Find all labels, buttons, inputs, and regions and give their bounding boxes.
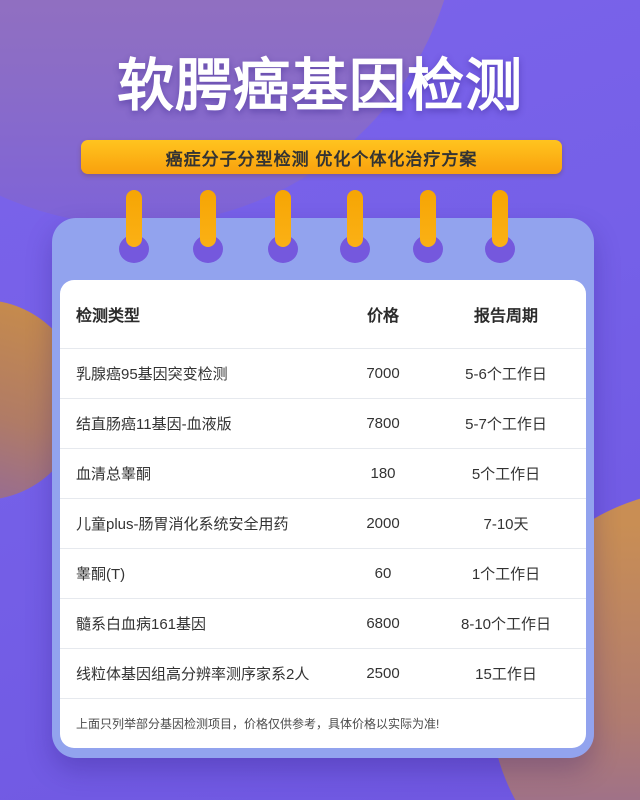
table-row: 睾酮(T) 60 1个工作日 — [60, 548, 586, 598]
binder-peg-icon — [193, 190, 223, 298]
binder-stick-icon — [200, 190, 216, 247]
column-header-price: 价格 — [366, 308, 399, 325]
cell-report-period: 7-10天 — [483, 516, 529, 533]
cell-price: 2500 — [366, 665, 400, 682]
table-footer-row: 上面只列举部分基因检测项目，价格仅供参考，具体价格以实际为准! — [60, 698, 586, 748]
binder-stick-icon — [275, 190, 291, 247]
binder-peg-icon — [268, 190, 298, 298]
table-row: 髓系白血病161基因 6800 8-10个工作日 — [60, 598, 586, 648]
binder-peg-icon — [413, 190, 443, 298]
cell-report-period: 5-7个工作日 — [465, 416, 547, 433]
cell-price: 60 — [374, 565, 392, 582]
table-row: 线粒体基因组高分辨率测序家系2人 2500 15工作日 — [60, 648, 586, 698]
cell-report-period: 5-6个工作日 — [465, 366, 547, 383]
cell-report-period: 15工作日 — [475, 666, 537, 683]
subtitle-text: 癌症分子分型检测 优化个体化治疗方案 — [165, 149, 478, 169]
cell-price: 7800 — [366, 415, 400, 432]
cell-report-period: 8-10个工作日 — [460, 616, 552, 633]
binder-stick-icon — [347, 190, 363, 247]
cell-report-period: 1个工作日 — [471, 566, 541, 583]
cell-price: 2000 — [366, 515, 400, 532]
table-row: 乳腺癌95基因突变检测 7000 5-6个工作日 — [60, 348, 586, 398]
table-row: 结直肠癌11基因-血液版 7800 5-7个工作日 — [60, 398, 586, 448]
table-row: 儿童plus-肠胃消化系统安全用药 2000 7-10天 — [60, 498, 586, 548]
table-body: 乳腺癌95基因突变检测 7000 5-6个工作日结直肠癌11基因-血液版 7800 5-… — [60, 348, 586, 698]
binder-stick-icon — [420, 190, 436, 247]
table-row: 血清总睾酮 180 5个工作日 — [60, 448, 586, 498]
binder-peg-icon — [485, 190, 515, 298]
subtitle-banner: 癌症分子分型检测 优化个体化治疗方案 — [81, 140, 562, 174]
table-header-row: 检测类型 价格 报告周期 — [60, 280, 586, 348]
cell-test-type: 线粒体基因组高分辨率测序家系2人 — [76, 666, 310, 683]
cell-test-type: 睾酮(T) — [76, 566, 126, 583]
binder-peg-icon — [119, 190, 149, 298]
cell-report-period: 5个工作日 — [471, 466, 541, 483]
cell-price: 6800 — [366, 615, 400, 632]
binder-peg-icon — [340, 190, 370, 298]
column-header-type: 检测类型 — [76, 308, 141, 325]
price-table: 检测类型 价格 报告周期 乳腺癌95基因突变检测 7000 5-6个工作日结直肠癌1… — [60, 280, 586, 748]
column-header-period: 报告周期 — [473, 308, 538, 325]
cell-test-type: 结直肠癌11基因-血液版 — [76, 416, 232, 433]
cell-price: 180 — [370, 465, 396, 482]
page-title: 软腭癌基因检测 — [117, 54, 523, 118]
disclaimer-note: 上面只列举部分基因检测项目，价格仅供参考，具体价格以实际为准! — [76, 717, 440, 731]
binder-stick-icon — [492, 190, 508, 247]
cell-test-type: 髓系白血病161基因 — [76, 616, 207, 633]
cell-test-type: 血清总睾酮 — [76, 466, 152, 483]
cell-test-type: 儿童plus-肠胃消化系统安全用药 — [76, 516, 289, 533]
binder-stick-icon — [126, 190, 142, 247]
notepad-card: 检测类型 价格 报告周期 乳腺癌95基因突变检测 7000 5-6个工作日结直肠癌1… — [52, 190, 594, 758]
cell-price: 7000 — [366, 365, 400, 382]
cell-test-type: 乳腺癌95基因突变检测 — [76, 366, 228, 383]
